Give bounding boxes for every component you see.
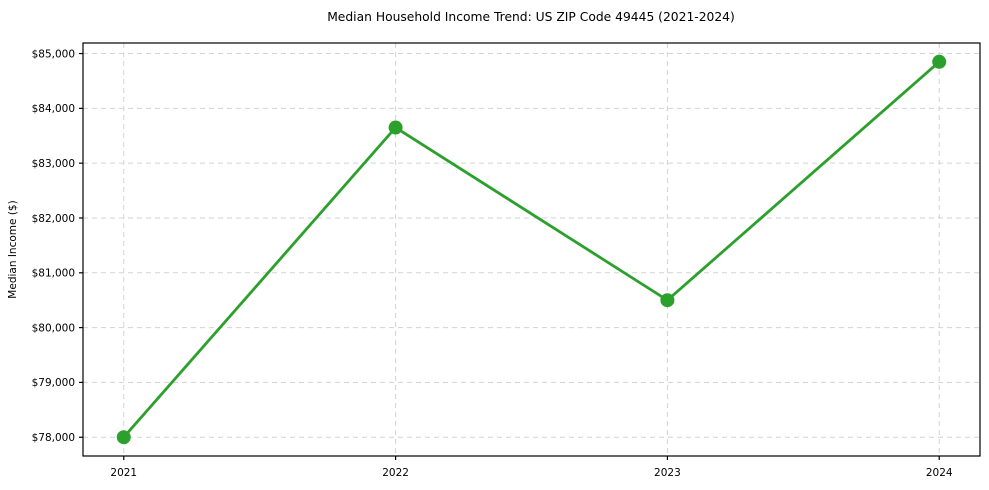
data-point-marker [388, 120, 403, 135]
y-tick-label: $78,000 [32, 432, 75, 444]
y-tick-label: $82,000 [32, 213, 75, 225]
chart-title: Median Household Income Trend: US ZIP Co… [327, 10, 735, 24]
data-point-marker [116, 430, 131, 445]
axis-ticks: 2021 2022 2023 2024 $78,000 $79,000 $80,000 $81… [32, 48, 953, 479]
plot-border [82, 42, 981, 457]
y-tick-label: $79,000 [32, 377, 75, 389]
x-tick-label: 2022 [382, 467, 409, 479]
y-tick-label: $85,000 [32, 48, 75, 60]
data-point-marker [932, 54, 947, 69]
gridlines [83, 43, 980, 456]
x-tick-label: 2024 [926, 467, 953, 479]
y-axis-title: Median Income ($) [7, 200, 19, 298]
data-series [116, 54, 947, 445]
trend-line [122, 60, 941, 439]
axes-spine-box [82, 42, 981, 457]
x-tick-label: 2023 [654, 467, 681, 479]
x-tick-label: 2021 [110, 467, 137, 479]
y-tick-label: $81,000 [32, 268, 75, 280]
y-tick-label: $80,000 [32, 322, 75, 334]
y-tick-label: $83,000 [32, 158, 75, 170]
data-point-marker [660, 293, 675, 308]
y-tick-label: $84,000 [32, 103, 75, 115]
